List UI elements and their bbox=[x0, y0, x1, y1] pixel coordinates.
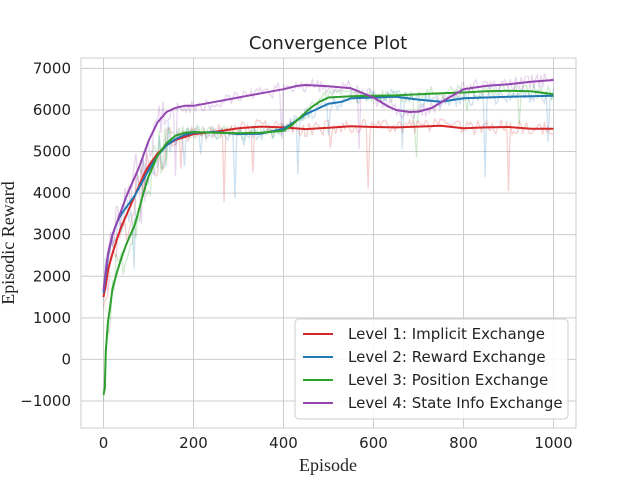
y-tick-label: 1000 bbox=[33, 309, 71, 327]
y-tick-label: 3000 bbox=[33, 226, 71, 244]
y-tick-label: 5000 bbox=[33, 143, 71, 161]
y-tick-label: −1000 bbox=[20, 392, 71, 410]
x-tick-label: 400 bbox=[269, 434, 298, 452]
legend-label-level-1: Level 1: Implicit Exchange bbox=[348, 325, 545, 343]
x-tick-label: 200 bbox=[179, 434, 208, 452]
raw-trace-level-4 bbox=[102, 72, 554, 295]
y-tick-label: 4000 bbox=[33, 184, 71, 202]
y-tick-label: 6000 bbox=[33, 101, 71, 119]
x-tick-label: 600 bbox=[359, 434, 388, 452]
series-lines bbox=[102, 79, 554, 395]
x-tick-label: 1000 bbox=[534, 434, 572, 452]
raw-trace-level-3 bbox=[102, 82, 555, 401]
chart-title: Convergence Plot bbox=[249, 33, 407, 54]
legend-label-level-3: Level 3: Position Exchange bbox=[348, 371, 548, 389]
x-tick-label: 0 bbox=[99, 434, 109, 452]
series-line-level-3 bbox=[102, 89, 554, 395]
y-tick-label: 2000 bbox=[33, 267, 71, 285]
legend-label-level-4: Level 4: State Info Exchange bbox=[348, 394, 563, 412]
y-tick-label: 0 bbox=[61, 350, 71, 368]
legend-box bbox=[294, 318, 569, 420]
x-axis-ticks: 0 200 400 600 800 1000 bbox=[99, 434, 573, 452]
series-line-level-4 bbox=[102, 79, 554, 291]
legend: Level 1: Implicit Exchange Level 2: Rewar… bbox=[294, 318, 569, 420]
x-tick-label: 800 bbox=[449, 434, 478, 452]
series-line-level-1 bbox=[102, 124, 554, 298]
x-axis-label: Episode bbox=[299, 455, 357, 475]
y-tick-label: 7000 bbox=[33, 59, 71, 77]
legend-label-level-2: Level 2: Reward Exchange bbox=[348, 348, 546, 366]
y-axis-label: Episodic Reward bbox=[0, 181, 18, 304]
y-axis-ticks: −1000 0 1000 2000 3000 4000 5000 6000 7000 bbox=[20, 59, 71, 410]
